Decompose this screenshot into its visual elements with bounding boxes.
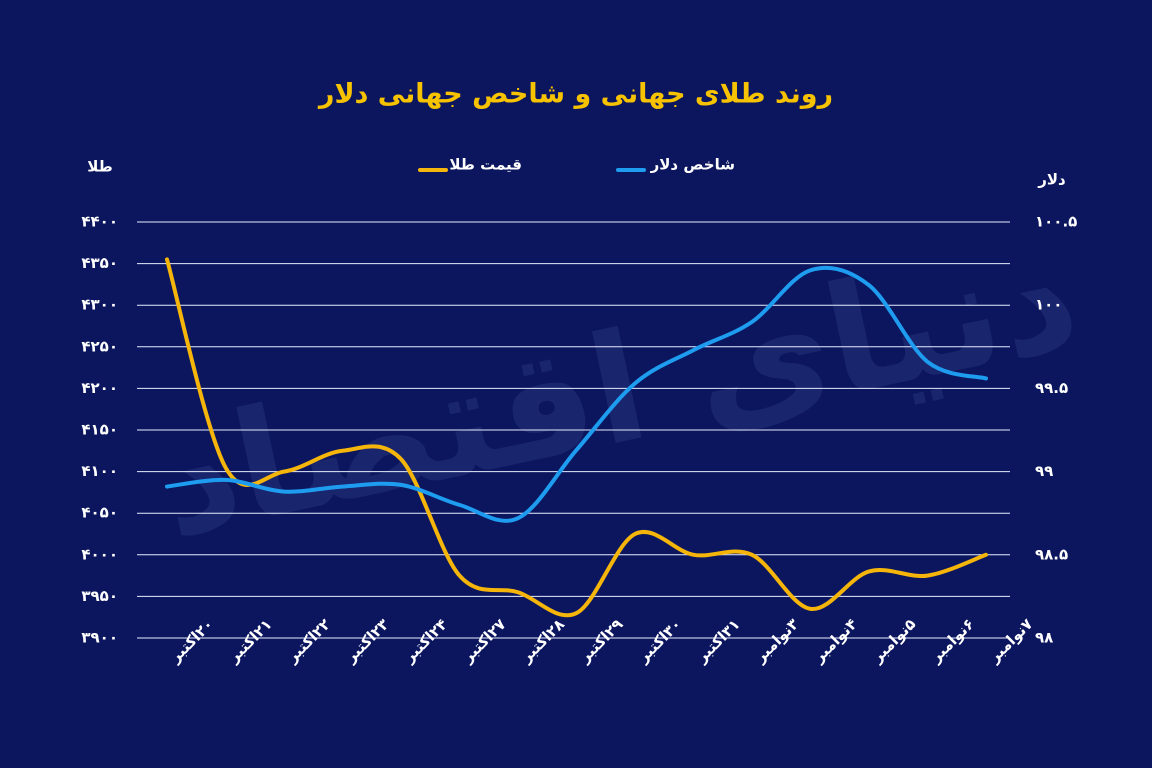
y2-tick-label: ۱۰۰.۵ bbox=[1035, 213, 1077, 231]
legend-label: شاخص دلار bbox=[650, 156, 735, 174]
y2-tick-label: ۹۹.۵ bbox=[1035, 379, 1068, 397]
y-tick-label: ۴۴۰۰ bbox=[81, 213, 118, 231]
y-tick-label: ۴۱۵۰ bbox=[81, 421, 118, 439]
line-series bbox=[165, 265, 988, 523]
chart-title: روند طلای جهانی و شاخص جهانی دلار bbox=[317, 79, 833, 110]
y-tick-label: ۴۰۰۰ bbox=[81, 545, 118, 563]
legend-label: قیمت طلا bbox=[449, 156, 522, 174]
y2-tick-label: ۹۸ bbox=[1035, 629, 1053, 647]
y-tick-label: ۳۹۵۰ bbox=[81, 587, 118, 605]
y2-axis-title: دلار bbox=[1037, 171, 1066, 189]
y-tick-label: ۴۰۵۰ bbox=[81, 504, 118, 522]
y-tick-label: ۴۱۰۰ bbox=[81, 462, 118, 480]
y2-tick-label: ۹۸.۵ bbox=[1035, 545, 1068, 563]
y-tick-label: ۴۲۵۰ bbox=[81, 337, 118, 355]
y-tick-label: ۴۳۰۰ bbox=[81, 296, 118, 314]
line-series bbox=[165, 257, 988, 618]
y-tick-label: ۴۳۵۰ bbox=[81, 254, 118, 272]
y-tick-label: ۴۲۰۰ bbox=[81, 379, 118, 397]
y-tick-label: ۳۹۰۰ bbox=[81, 629, 118, 647]
y2-tick-label: ۹۹ bbox=[1035, 462, 1053, 480]
y2-tick-label: ۱۰۰ bbox=[1035, 296, 1062, 314]
y-axis-title: طلا bbox=[87, 158, 113, 176]
